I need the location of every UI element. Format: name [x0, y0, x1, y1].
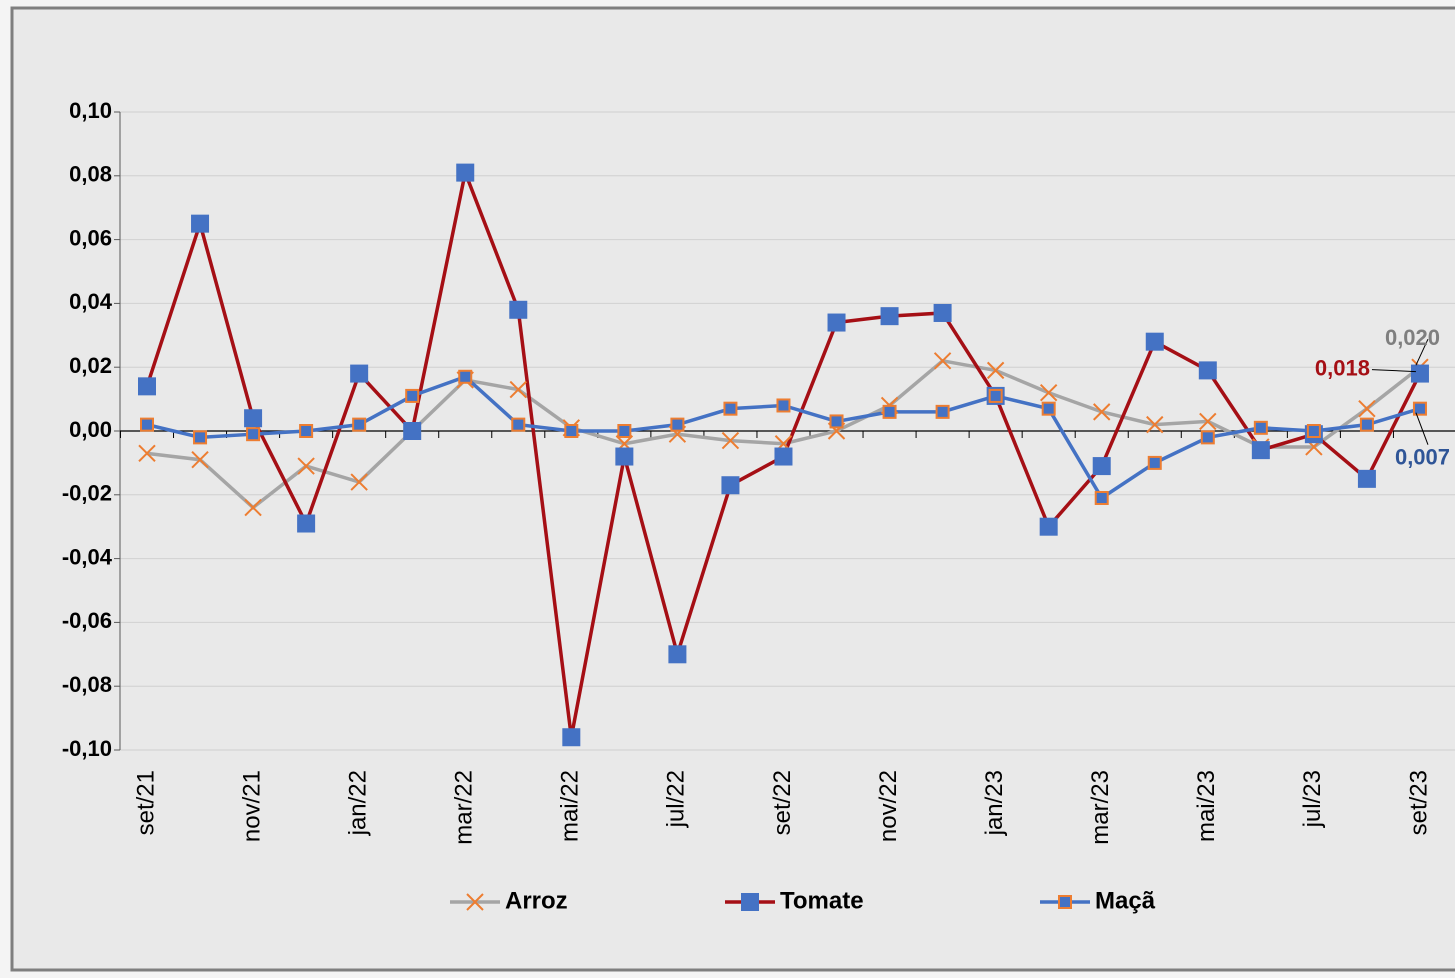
- marker: [1306, 424, 1321, 438]
- x-tick-label: mar/23: [1087, 770, 1114, 845]
- marker: [1041, 401, 1056, 416]
- marker: [617, 424, 632, 438]
- marker: [776, 398, 791, 413]
- marker: [1357, 469, 1376, 488]
- marker: [1093, 403, 1111, 421]
- marker: [1253, 420, 1268, 435]
- marker: [1092, 457, 1111, 476]
- y-tick-label: -0,02: [62, 481, 112, 506]
- marker: [140, 417, 154, 432]
- marker: [988, 388, 1003, 403]
- x-tick-label: set/21: [132, 770, 159, 835]
- marker: [246, 427, 261, 442]
- marker: [1094, 490, 1109, 505]
- y-tick-label: 0,08: [69, 162, 112, 187]
- x-tick-label: mai/23: [1193, 770, 1220, 842]
- marker: [935, 404, 950, 419]
- marker: [1359, 417, 1374, 432]
- y-tick-label: -0,10: [62, 736, 112, 761]
- marker: [191, 451, 209, 469]
- marker: [1039, 517, 1058, 536]
- marker: [509, 380, 527, 399]
- y-tick-label: 0,06: [69, 225, 112, 250]
- marker: [350, 364, 369, 383]
- marker: [1146, 415, 1164, 434]
- marker: [1412, 401, 1427, 416]
- marker: [741, 893, 759, 911]
- x-tick-label: set/23: [1405, 770, 1432, 835]
- x-tick-label: set/22: [769, 770, 796, 835]
- marker: [1199, 412, 1217, 431]
- leader-line: [1415, 412, 1429, 445]
- x-tick-label: jan/22: [345, 770, 372, 836]
- marker: [1410, 364, 1429, 383]
- marker: [1147, 455, 1162, 470]
- marker: [723, 401, 738, 416]
- marker: [350, 473, 368, 491]
- marker: [511, 417, 526, 432]
- marker: [509, 300, 528, 319]
- x-tick-label: jan/23: [981, 770, 1008, 836]
- legend-label: Maçã: [1095, 887, 1156, 914]
- x-tick-label: nov/22: [875, 770, 902, 842]
- marker: [829, 414, 844, 429]
- leader-line: [1415, 338, 1429, 366]
- marker: [721, 431, 740, 450]
- marker: [933, 303, 952, 322]
- marker: [721, 476, 740, 495]
- marker: [466, 893, 484, 911]
- data-label: 0,018: [1315, 355, 1370, 380]
- marker: [297, 514, 316, 533]
- y-tick-label: -0,06: [62, 608, 112, 633]
- marker: [138, 444, 156, 463]
- data-label: 0,007: [1395, 444, 1450, 469]
- marker: [193, 430, 208, 445]
- marker: [1058, 895, 1072, 909]
- marker: [1358, 399, 1376, 418]
- x-tick-label: jul/23: [1299, 770, 1326, 828]
- legend-label: Tomate: [780, 887, 864, 914]
- marker: [297, 457, 315, 475]
- leader-line: [1371, 369, 1416, 373]
- y-tick-label: 0,04: [69, 289, 113, 314]
- marker: [244, 498, 262, 517]
- marker: [615, 447, 634, 466]
- y-tick-label: -0,04: [62, 544, 113, 569]
- marker: [1039, 384, 1058, 402]
- marker: [138, 377, 156, 396]
- marker: [1200, 430, 1215, 445]
- marker: [564, 424, 579, 438]
- marker: [933, 352, 952, 370]
- marker: [827, 313, 846, 332]
- y-tick-label: 0,10: [69, 98, 112, 123]
- y-tick-label: 0,00: [69, 417, 112, 442]
- marker: [458, 369, 473, 384]
- marker: [774, 447, 793, 466]
- x-tick-label: mar/22: [451, 770, 478, 845]
- marker: [670, 417, 685, 432]
- marker: [668, 645, 687, 664]
- x-tick-label: nov/21: [238, 770, 265, 842]
- y-tick-label: -0,08: [62, 672, 112, 697]
- marker: [1198, 361, 1217, 380]
- data-label: 0,020: [1385, 325, 1440, 350]
- marker: [882, 404, 897, 419]
- marker: [352, 417, 367, 432]
- marker: [244, 409, 263, 428]
- marker: [562, 728, 581, 747]
- marker: [191, 214, 210, 233]
- marker: [299, 424, 314, 438]
- y-tick-label: 0,02: [69, 353, 112, 378]
- marker: [456, 163, 475, 182]
- x-tick-label: mai/22: [557, 770, 584, 842]
- legend-label: Arroz: [505, 887, 568, 914]
- marker: [405, 388, 420, 403]
- marker: [986, 361, 1005, 380]
- x-tick-label: jul/22: [663, 770, 690, 828]
- marker: [880, 307, 899, 326]
- marker: [1251, 441, 1270, 460]
- marker: [403, 422, 422, 440]
- marker: [1145, 332, 1164, 351]
